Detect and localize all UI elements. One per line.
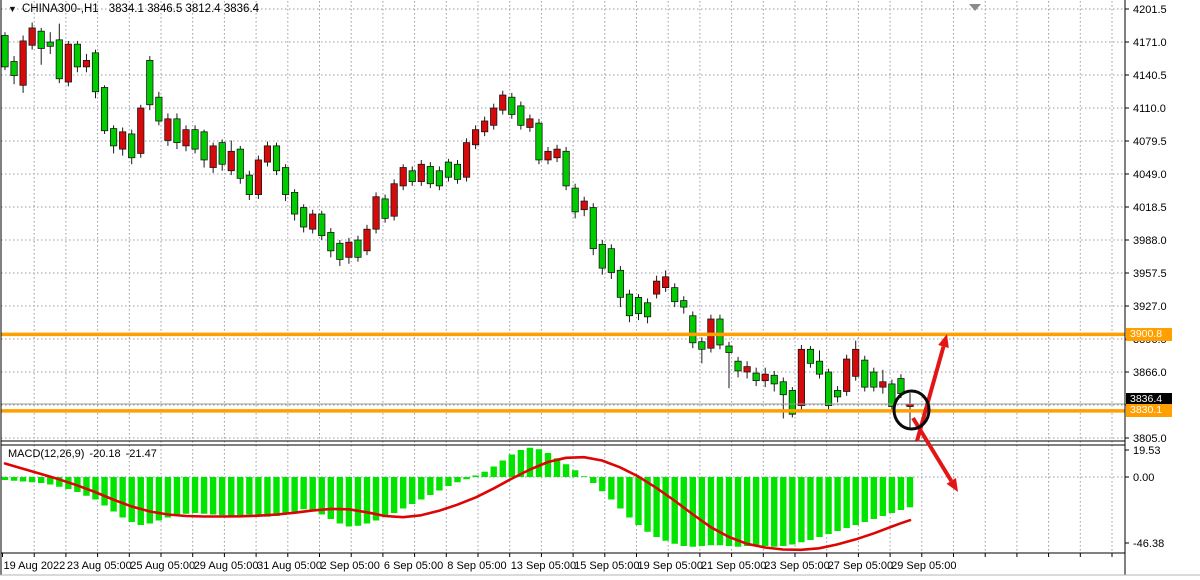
svg-text:21 Sep 05:00: 21 Sep 05:00	[701, 560, 766, 572]
close-value: 3836.4	[223, 3, 260, 15]
svg-text:29 Sep 05:00: 29 Sep 05:00	[891, 560, 956, 572]
price-axis-labels[interactable]: 4201.5 4171.0 4140.5 4110.0 4079.5 4049.0 4018…	[1125, 4, 1167, 550]
svg-text:3927.0: 3927.0	[1133, 301, 1167, 313]
svg-text:31 Aug 05:00: 31 Aug 05:00	[257, 560, 322, 572]
svg-text:13 Sep 05:00: 13 Sep 05:00	[511, 560, 576, 572]
svg-text:-46.38: -46.38	[1133, 538, 1164, 550]
svg-text:4018.5: 4018.5	[1133, 202, 1167, 214]
macd-indicator-label: MACD(12,26,9) -20.18 -21.47	[8, 448, 162, 460]
svg-text:15 Sep 05:00: 15 Sep 05:00	[574, 560, 639, 572]
svg-text:4049.0: 4049.0	[1133, 169, 1167, 181]
grid-layer	[1, 1, 1125, 553]
svg-text:23 Sep 05:00: 23 Sep 05:00	[764, 560, 829, 572]
svg-text:4079.5: 4079.5	[1133, 136, 1167, 148]
support-price-badge: 3830.1	[1126, 404, 1172, 418]
svg-text:3866.0: 3866.0	[1133, 367, 1167, 379]
svg-text:29 Aug 05:00: 29 Aug 05:00	[194, 560, 259, 572]
svg-text:4140.5: 4140.5	[1133, 70, 1167, 82]
bid-price-badge: 3836.4	[1126, 392, 1172, 406]
collapse-triangle-icon[interactable]: ▼	[8, 4, 17, 14]
svg-text:27 Sep 05:00: 27 Sep 05:00	[828, 560, 893, 572]
svg-text:4110.0: 4110.0	[1133, 103, 1166, 115]
svg-text:6 Sep 05:00: 6 Sep 05:00	[384, 560, 443, 572]
svg-text:19.53: 19.53	[1133, 445, 1161, 457]
macd-histogram	[1, 447, 914, 547]
svg-text:4201.5: 4201.5	[1133, 4, 1167, 16]
svg-text:0.00: 0.00	[1133, 472, 1154, 484]
svg-text:3957.5: 3957.5	[1133, 268, 1167, 280]
svg-text:23 Aug 05:00: 23 Aug 05:00	[67, 560, 132, 572]
chart-title-ohlc: CHINA300-,H1 3834.1 3846.5 3812.4 3836.4	[22, 3, 259, 15]
annotation-layer[interactable]	[892, 4, 981, 492]
low-value: 3812.4	[185, 3, 221, 15]
svg-text:4171.0: 4171.0	[1133, 37, 1167, 49]
svg-text:19 Aug 2022: 19 Aug 2022	[4, 560, 66, 572]
open-value: 3834.1	[108, 3, 144, 15]
svg-text:25 Aug 05:00: 25 Aug 05:00	[130, 560, 195, 572]
support-resistance-lines[interactable]	[1, 332, 1125, 413]
resistance-price-badge: 3900.8	[1126, 327, 1172, 341]
symbol-period-label: CHINA300-,H1	[22, 3, 99, 15]
svg-text:3988.0: 3988.0	[1133, 235, 1167, 247]
svg-text:2 Sep 05:00: 2 Sep 05:00	[321, 560, 380, 572]
macd-signal-value: -21.47	[125, 448, 157, 460]
svg-text:3805.0: 3805.0	[1133, 433, 1167, 445]
svg-text:19 Sep 05:00: 19 Sep 05:00	[638, 560, 703, 572]
candlestick-series	[1, 22, 914, 431]
macd-main-value: -20.18	[89, 448, 121, 460]
macd-signal-line	[3, 455, 912, 552]
high-value: 3846.5	[147, 3, 183, 15]
macd-name: MACD(12,26,9)	[8, 448, 85, 460]
svg-text:8 Sep 05:00: 8 Sep 05:00	[447, 560, 506, 572]
